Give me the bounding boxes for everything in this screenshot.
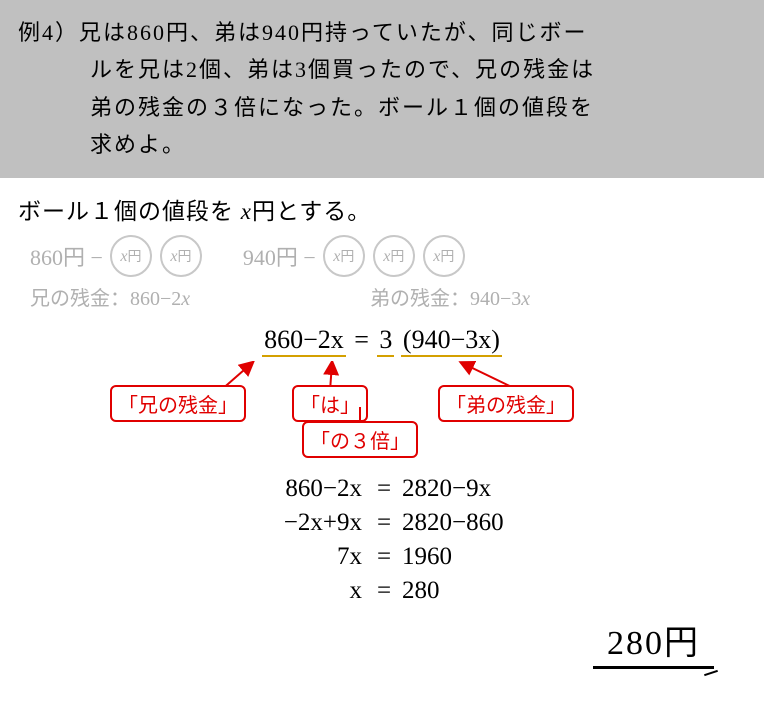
setup-variable: x xyxy=(241,199,252,224)
annotation-row-1: 「兄の残金」 「は」 「弟の残金」 xyxy=(0,363,764,413)
main-equation: 860−2x = 3 (940−3x) xyxy=(0,325,764,361)
solve-row: −2x+9x = 2820−860 xyxy=(0,509,764,537)
problem-line-4: 求めよ。 xyxy=(18,126,746,163)
diagram-row-remain: 兄の残金：860−2x 弟の残金：940−3x xyxy=(30,282,734,311)
ball-icon: x円 xyxy=(322,234,366,278)
annotation-row-2: 「の３倍」 xyxy=(0,413,764,457)
younger-money: 940円 − xyxy=(243,240,316,272)
elder-remain: 兄の残金：860−2 xyxy=(30,288,181,310)
diagram-row-money: 860円 − x円 x円 940円 − x円 x円 x円 xyxy=(30,234,734,278)
answer-area: 280円 xyxy=(0,615,764,669)
elder-money: 860円 − xyxy=(30,240,103,272)
solve-row: x = 280 xyxy=(0,577,764,605)
equation-multiplier: 3 xyxy=(377,325,394,357)
solve-row: 860−2x = 2820−9x xyxy=(0,475,764,503)
problem-line-1: 兄は860円、弟は940円持っていたが、同じボー xyxy=(79,20,587,45)
setup-line: ボール１個の値段を x円とする。 xyxy=(18,192,764,226)
setup-suffix: 円とする。 xyxy=(252,199,371,224)
ball-icon: x円 xyxy=(109,234,153,278)
solving-steps: 860−2x = 2820−9x −2x+9x = 2820−860 7x = … xyxy=(0,475,764,605)
younger-remain: 弟の残金：940−3 xyxy=(370,288,521,310)
final-answer: 280円 xyxy=(593,615,714,669)
diagram-area: 860円 − x円 x円 940円 − x円 x円 x円 兄の残金：860−2x… xyxy=(0,234,764,311)
ball-icon: x円 xyxy=(372,234,416,278)
example-label: 例4） xyxy=(18,20,79,45)
problem-line-2: ルを兄は2個、弟は3個買ったので、兄の残金は xyxy=(18,51,746,88)
problem-line-3: 弟の残金の３倍になった。ボール１個の値段を xyxy=(18,89,746,126)
ball-icon: x円 xyxy=(159,234,203,278)
equation-lhs: 860−2x xyxy=(262,325,346,357)
equation-equals: = xyxy=(352,325,371,355)
setup-prefix: ボール１個の値段を xyxy=(18,199,241,224)
equation-rhs: (940−3x) xyxy=(401,325,502,357)
problem-statement: 例4）兄は860円、弟は940円持っていたが、同じボー ルを兄は2個、弟は3個買… xyxy=(0,0,764,178)
annotation-times-3: 「の３倍」 xyxy=(302,421,418,458)
ball-icon: x円 xyxy=(422,234,466,278)
solve-row: 7x = 1960 xyxy=(0,543,764,571)
